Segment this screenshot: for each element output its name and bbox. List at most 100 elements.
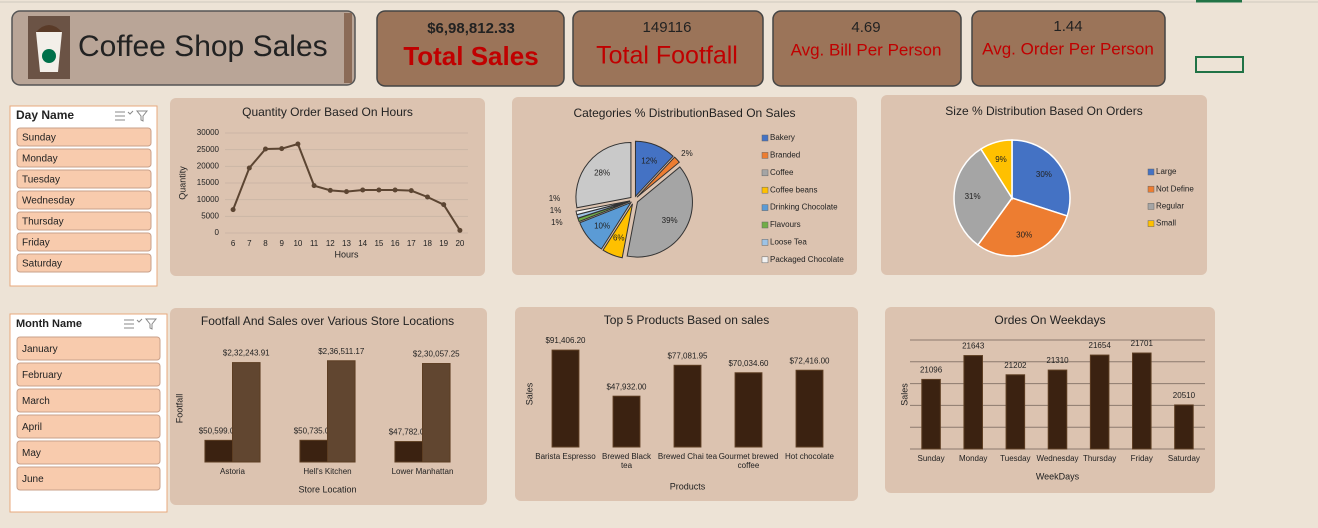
x-tick-label: Lower Manhattan: [391, 467, 454, 476]
pie-slice: [579, 201, 633, 250]
legend-swatch: [761, 256, 769, 264]
legend-swatch: [1147, 220, 1155, 227]
legend-label: Small: [1156, 219, 1176, 228]
chart-title: Quantity Order Based On Hours: [242, 106, 413, 119]
x-tick-label-box: Brewed Chai tea: [658, 452, 717, 461]
slicer-item[interactable]: [16, 336, 161, 361]
slicer-item[interactable]: [16, 440, 161, 465]
bar: [1132, 352, 1152, 450]
point: [344, 189, 349, 195]
kpi-label: Total Footfall: [596, 42, 738, 70]
pie-slice: [634, 140, 674, 198]
slicer-icons: [115, 110, 158, 330]
legend-swatch: [761, 169, 769, 177]
pie-slice: [636, 156, 680, 198]
slicer-item-label[interactable]: Tuesday: [22, 175, 60, 186]
slicer-item-label[interactable]: Friday: [22, 238, 50, 249]
slicer-item-label[interactable]: March: [22, 396, 50, 407]
bar: [551, 349, 580, 448]
x-tick-label: Hot chocolate: [785, 452, 834, 461]
slicer-item[interactable]: [16, 466, 161, 491]
point: [376, 187, 382, 193]
slicer-item-label[interactable]: Thursday: [22, 217, 64, 228]
x-tick-label-box: Hell's Kitchen: [303, 467, 351, 476]
legend-swatch: [761, 239, 769, 246]
legend-swatch: [1147, 185, 1155, 193]
x-tick-label-box: Brewed Black tea: [602, 452, 651, 471]
slicer-item[interactable]: [16, 211, 152, 231]
slicer-item-label[interactable]: Saturday: [22, 259, 62, 270]
header-title: Coffee Shop Sales: [78, 30, 328, 63]
chart-title: Top 5 Products Based on sales: [603, 314, 770, 327]
bar: [1047, 369, 1068, 450]
slicer-item[interactable]: [16, 253, 152, 273]
data-label: 21310: [1046, 356, 1069, 365]
data-label: 30%: [1036, 170, 1052, 179]
x-tick-label: 11: [310, 239, 319, 248]
data-label: 28%: [594, 169, 610, 178]
slicer-item-label[interactable]: April: [22, 422, 42, 433]
slicer-item-label[interactable]: February: [22, 370, 62, 381]
data-label: $70,034.60: [728, 359, 769, 368]
x-tick-label: 6: [231, 239, 236, 248]
x-tick-label-box: Thursday: [1083, 454, 1116, 463]
slicer-item[interactable]: [16, 388, 161, 413]
y-tick-label: 5000: [201, 211, 219, 220]
data-label: $47,782.00: [389, 428, 430, 437]
cup-logo: [42, 49, 56, 63]
x-tick-label: 13: [342, 239, 351, 248]
legend-label: Flavours: [770, 220, 801, 229]
x-tick-label: 9: [279, 239, 284, 248]
point: [327, 187, 333, 193]
slicer-item[interactable]: [16, 232, 152, 252]
data-label: $50,599.00: [199, 426, 240, 435]
slicer-item[interactable]: [16, 190, 152, 210]
legend-label: Packaged Chocolate: [770, 255, 844, 264]
legend-label: Branded: [770, 151, 800, 160]
pie-slice: [979, 139, 1013, 201]
data-label: $2,36,511.17: [318, 347, 365, 356]
kpi-card: [772, 10, 962, 87]
point: [311, 183, 317, 189]
slicer-title: Day Name: [16, 108, 74, 122]
x-tick-label: Friday: [1130, 454, 1153, 463]
slicer-item-label[interactable]: May: [22, 448, 41, 459]
slicer-item-label[interactable]: June: [22, 474, 44, 485]
x-tick-label: Wednesday: [1036, 454, 1079, 463]
legend-swatch: [1147, 203, 1155, 210]
slicer-item[interactable]: [16, 148, 152, 168]
slicer-item[interactable]: [16, 414, 161, 439]
x-tick-label: Gourmet brewed coffee: [718, 452, 779, 471]
legend-label: Coffee beans: [770, 185, 817, 194]
slicer-item-label[interactable]: Sunday: [22, 133, 56, 144]
x-tick-label-box: Wednesday: [1036, 454, 1079, 463]
data-label: 21202: [1004, 361, 1027, 370]
chart-title: Footfall And Sales over Various Store Lo…: [200, 315, 455, 328]
x-axis-title: Store Location: [298, 484, 356, 494]
header-card: [11, 10, 356, 86]
legend-label: Large: [1156, 167, 1177, 176]
bar: [299, 439, 329, 463]
bar: [232, 362, 261, 463]
x-tick-label-box: Sunday: [918, 454, 945, 463]
slicer-item[interactable]: [16, 362, 161, 387]
point: [425, 194, 430, 200]
slicer-item[interactable]: [16, 127, 152, 147]
slicer-item-label[interactable]: Monday: [22, 154, 58, 165]
slicer-item-label[interactable]: January: [22, 344, 58, 355]
data-label: 21701: [1131, 339, 1154, 348]
x-tick-label: Brewed Black tea: [602, 452, 651, 471]
data-label: 30%: [1016, 231, 1032, 240]
bar: [394, 441, 424, 463]
slicer-item-label[interactable]: Wednesday: [22, 196, 75, 207]
cup-top: [36, 25, 62, 32]
y-axis-title: Sales: [524, 382, 534, 405]
x-tick-label: 12: [326, 239, 335, 248]
x-tick-label: Saturday: [1167, 454, 1200, 463]
x-tick-label-box: Barista Espresso: [535, 452, 595, 461]
chart-title: Ordes On Weekdays: [994, 314, 1106, 327]
slicer-item[interactable]: [16, 169, 152, 189]
data-label: 21643: [962, 342, 985, 351]
bar: [1005, 374, 1026, 450]
